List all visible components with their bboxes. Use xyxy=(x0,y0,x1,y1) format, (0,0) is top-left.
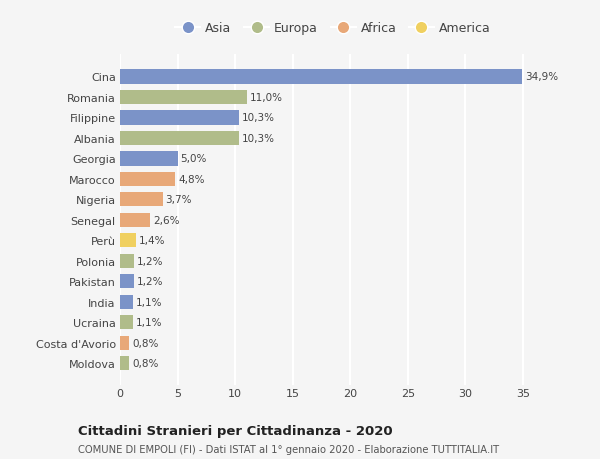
Bar xyxy=(120,315,133,330)
Bar xyxy=(120,111,239,125)
Bar xyxy=(120,152,178,166)
Text: 10,3%: 10,3% xyxy=(241,134,274,144)
Text: 3,7%: 3,7% xyxy=(166,195,192,205)
Bar xyxy=(120,172,175,187)
Text: 10,3%: 10,3% xyxy=(241,113,274,123)
Bar xyxy=(120,295,133,309)
Text: 4,8%: 4,8% xyxy=(178,174,205,185)
Bar xyxy=(120,193,163,207)
Text: Cittadini Stranieri per Cittadinanza - 2020: Cittadini Stranieri per Cittadinanza - 2… xyxy=(78,425,392,437)
Text: 0,8%: 0,8% xyxy=(132,338,158,348)
Bar xyxy=(120,356,129,370)
Bar xyxy=(120,70,522,84)
Bar xyxy=(120,336,129,350)
Bar xyxy=(120,213,150,228)
Bar xyxy=(120,90,247,105)
Text: COMUNE DI EMPOLI (FI) - Dati ISTAT al 1° gennaio 2020 - Elaborazione TUTTITALIA.: COMUNE DI EMPOLI (FI) - Dati ISTAT al 1°… xyxy=(78,444,499,454)
Text: 1,4%: 1,4% xyxy=(139,236,166,246)
Bar xyxy=(120,274,134,289)
Bar xyxy=(120,131,239,146)
Bar xyxy=(120,234,136,248)
Text: 1,1%: 1,1% xyxy=(136,297,162,307)
Text: 0,8%: 0,8% xyxy=(132,358,158,369)
Text: 34,9%: 34,9% xyxy=(525,72,558,82)
Text: 11,0%: 11,0% xyxy=(250,93,283,103)
Text: 1,2%: 1,2% xyxy=(137,256,163,266)
Text: 5,0%: 5,0% xyxy=(181,154,207,164)
Legend: Asia, Europa, Africa, America: Asia, Europa, Africa, America xyxy=(172,18,494,39)
Text: 2,6%: 2,6% xyxy=(153,215,179,225)
Text: 1,2%: 1,2% xyxy=(137,277,163,286)
Bar xyxy=(120,254,134,269)
Text: 1,1%: 1,1% xyxy=(136,318,162,328)
